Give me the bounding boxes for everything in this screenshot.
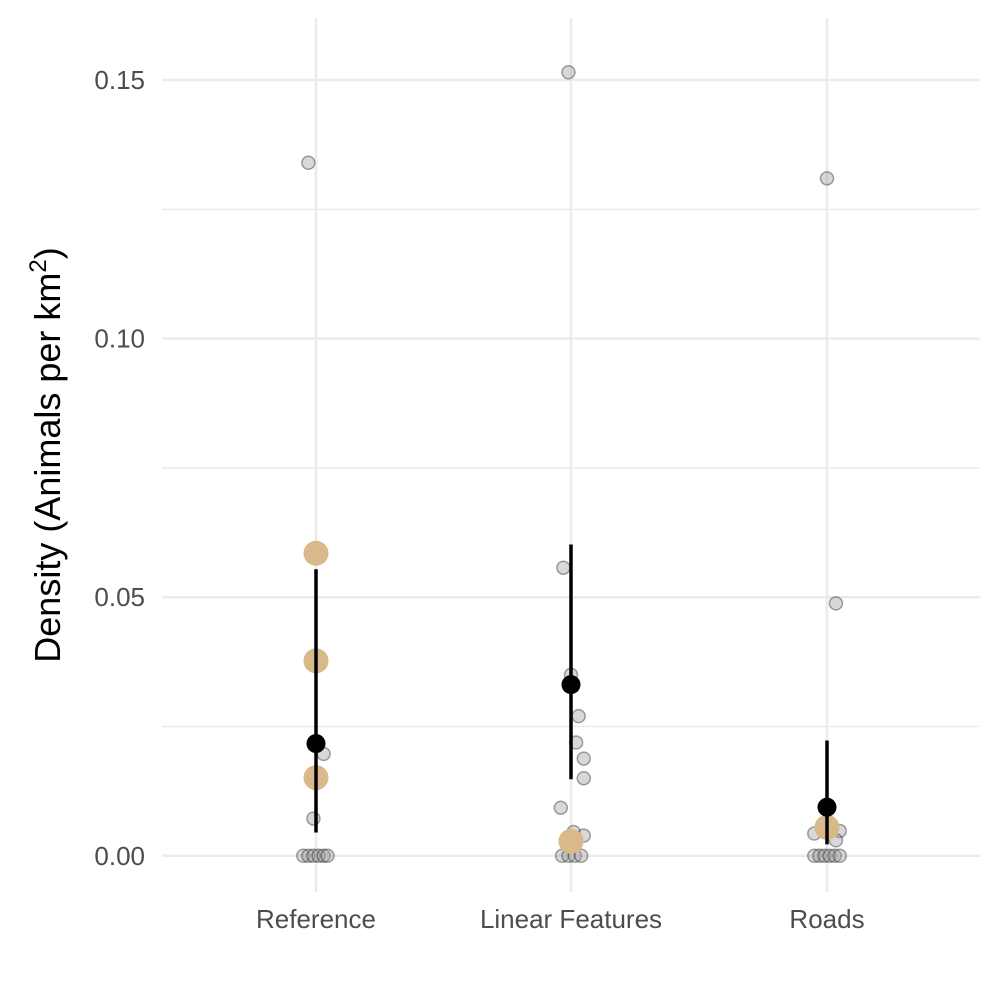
observation-point-0 [301,155,316,171]
observation-point-31 [822,848,837,864]
observation-point-10 [556,560,571,575]
summary-intervals [306,544,837,845]
y-axis-title-suffix: ) [27,247,68,259]
y-axis-tick-labels: 0.00 0.05 0.10 0.15 [94,65,145,871]
mean-point-0 [306,734,326,754]
observation-point-5 [306,848,321,864]
observation-point-2 [306,811,321,826]
x-tick-label-0: Reference [256,904,376,934]
x-tick-label-1: Linear Features [480,904,662,934]
mean-point-1 [561,675,581,695]
observation-point-3 [296,848,311,864]
observation-point-9 [561,65,576,80]
observation-point-24 [828,596,844,611]
observation-point-4 [301,848,316,864]
observation-point-14 [576,751,591,766]
mean-point-2 [817,797,837,817]
observation-point-7 [316,848,331,864]
y-axis-title-superscript: 2 [25,259,52,272]
y-tick-label-1: 0.05 [94,582,145,612]
observation-point-12 [571,708,586,724]
observation-point-8 [320,848,335,864]
observation-point-33 [832,848,847,864]
y-tick-label-0: 0.00 [94,841,145,871]
observation-point-32 [827,848,842,864]
observation-point-16 [553,800,569,815]
highlighted-point-0 [303,540,329,566]
observation-point-28 [807,848,822,864]
observation-point-30 [817,848,832,864]
observation-point-22 [573,848,589,864]
y-axis-title-base: Density (Animals per km [27,273,68,663]
x-tick-label-2: Roads [789,904,864,934]
y-tick-label-3: 0.15 [94,65,145,95]
y-tick-label-2: 0.10 [94,324,145,354]
x-axis-tick-labels: Reference Linear Features Roads [256,904,865,934]
y-axis-title: Density (Animals per km2) [25,247,68,662]
observation-point-29 [812,848,827,864]
observation-point-23 [819,171,835,186]
observation-point-15 [576,770,591,786]
observation-point-6 [311,848,326,864]
highlighted-point-3 [558,828,584,854]
